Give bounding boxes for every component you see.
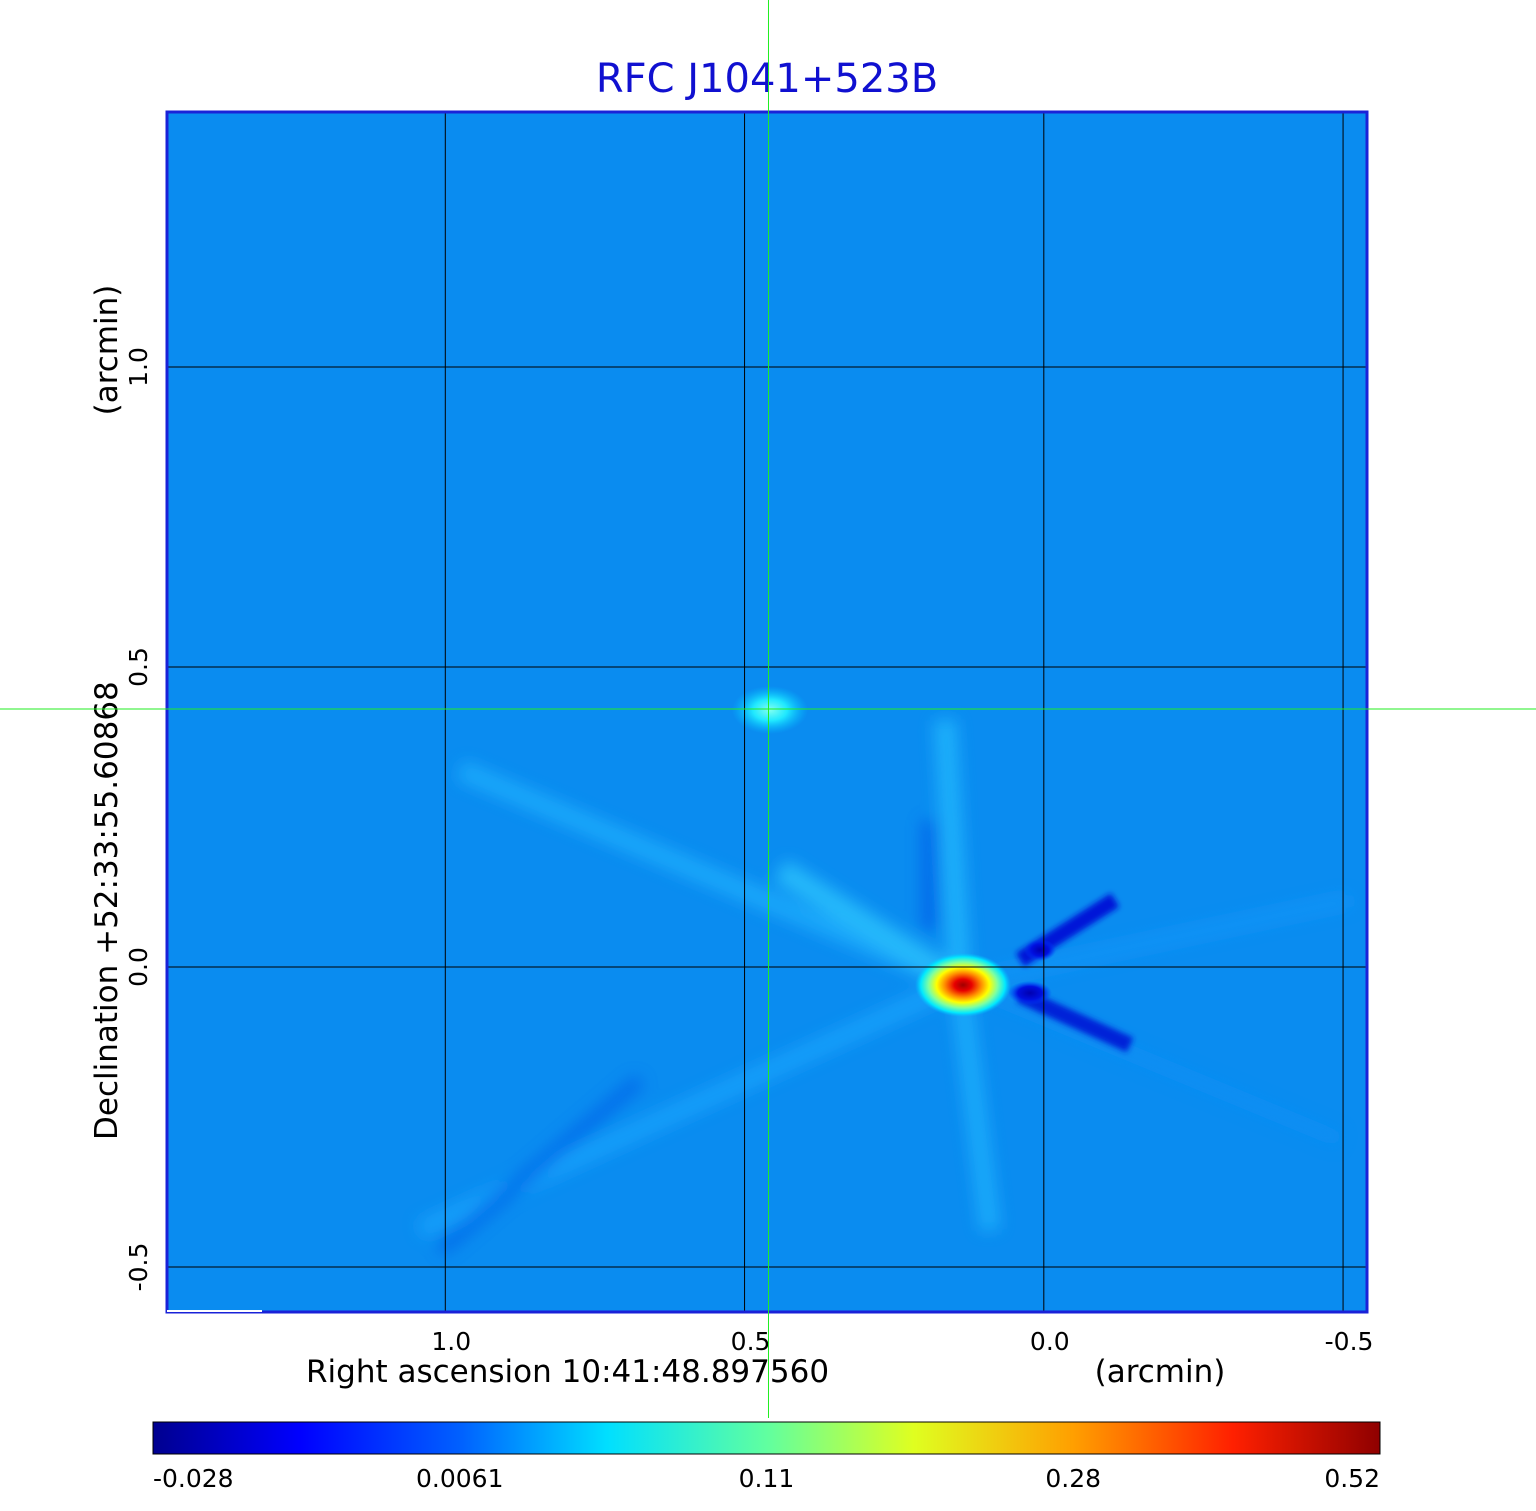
colorbar-tick-label: -0.028 [153, 1464, 234, 1493]
x-tick-label: -0.5 [1325, 1327, 1374, 1356]
y-axis-label: Declination +52:33:55.60868 [89, 681, 125, 1140]
image-features [416, 686, 1352, 1256]
bright-source [915, 953, 1011, 1017]
plot-area [165, 110, 1369, 1314]
y-axis-unit: (arcmin) [89, 285, 125, 416]
colorbar-tick-labels: -0.028 0.0061 0.11 0.28 0.52 [153, 1464, 1380, 1493]
x-tick-label: 1.0 [431, 1327, 471, 1356]
crosshair [0, 0, 1536, 1418]
x-tick-labels: 1.0 0.5 0.0 -0.5 [431, 1327, 1373, 1356]
x-axis-label: Right ascension 10:41:48.897560 [306, 1354, 829, 1390]
chart-title: RFC J1041+523B [596, 56, 938, 102]
negative-features [1008, 893, 1134, 1053]
y-tick-label: 0.0 [124, 947, 153, 987]
x-tick-label: 0.0 [1030, 1327, 1070, 1356]
x-axis-unit: (arcmin) [1095, 1354, 1226, 1390]
y-tick-label: -0.5 [124, 1243, 153, 1292]
y-tick-label: 0.5 [124, 647, 153, 687]
plot-frame [165, 110, 1369, 1314]
colorbar-tick-label: 0.28 [1045, 1464, 1101, 1493]
secondary-source [732, 686, 808, 734]
x-tick-label: 0.5 [731, 1327, 771, 1356]
coordinate-grid [167, 112, 1367, 1312]
colorbar-tick-label: 0.11 [739, 1464, 795, 1493]
colorbar-gradient [152, 1421, 1381, 1455]
sidelobes [416, 719, 1352, 1256]
colorbar: -0.028 0.0061 0.11 0.28 0.52 [152, 1421, 1381, 1493]
colorbar-tick-label: 0.52 [1324, 1464, 1380, 1493]
y-tick-label: 1.0 [124, 347, 153, 387]
y-tick-labels: 1.0 0.5 0.0 -0.5 [124, 347, 153, 1291]
colorbar-tick-label: 0.0061 [416, 1464, 503, 1493]
